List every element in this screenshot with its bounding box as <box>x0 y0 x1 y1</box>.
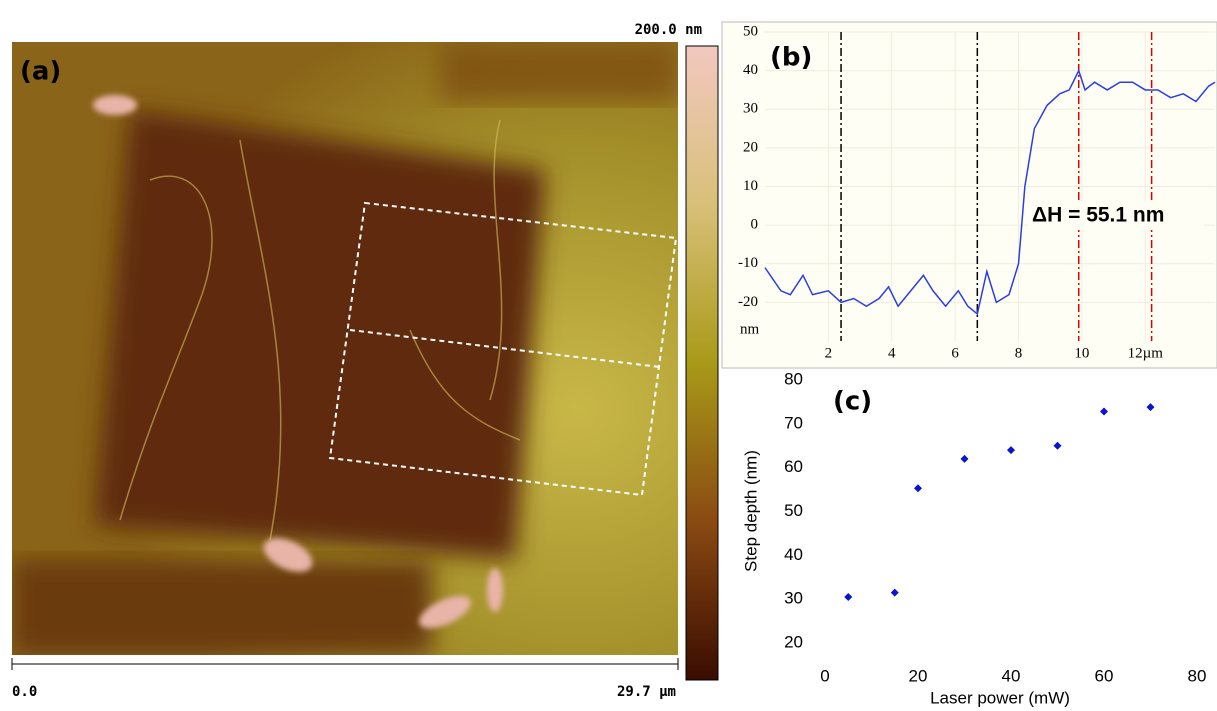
scale-end-label: 29.7 µm <box>617 684 676 700</box>
y-tick-label: 20 <box>784 632 803 651</box>
point <box>890 588 899 597</box>
panel-b-frame <box>721 21 1217 369</box>
y-tick-label: -20 <box>738 294 758 310</box>
y-tick-label: 30 <box>743 101 758 117</box>
x-tick-label: 40 <box>1002 666 1021 685</box>
panel-label: (b) <box>770 43 812 73</box>
x-tick-label: 0 <box>820 666 829 685</box>
scale-bar <box>11 658 679 670</box>
x-tick-label: 10 <box>1074 345 1089 361</box>
point <box>1053 441 1062 450</box>
scale-start-label: 0.0 <box>12 684 37 700</box>
y-tick-label: 40 <box>743 62 758 78</box>
profile-line <box>764 68 1216 316</box>
panel-label: (a) <box>20 57 61 87</box>
point <box>914 484 922 493</box>
y-tick-label: 50 <box>743 23 758 39</box>
y-tick-label: -10 <box>738 255 758 271</box>
x-tick-label: 60 <box>1095 666 1114 685</box>
y-tick-label: 50 <box>784 501 803 520</box>
x-tick-label: 4 <box>888 345 896 361</box>
y-tick-label: 70 <box>784 413 803 432</box>
x-tick-label: 8 <box>1015 345 1023 361</box>
y-tick-label: 20 <box>743 139 758 155</box>
colorbar <box>685 45 719 681</box>
panel-label: (c) <box>833 387 872 417</box>
y-axis-label: Step depth (nm) <box>741 450 760 572</box>
point <box>960 454 969 463</box>
point <box>844 592 853 601</box>
colorbar-max-label: 200.0 nm <box>635 22 702 38</box>
y-tick-label: 30 <box>784 589 803 608</box>
annotation: ΔH = 55.1 nm <box>1032 204 1164 227</box>
x-tick-label: 20 <box>909 666 928 685</box>
point <box>1100 407 1108 416</box>
y-unit-label: nm <box>740 321 760 337</box>
x-tick-label: 80 <box>1188 666 1207 685</box>
y-tick-label: 0 <box>751 217 759 233</box>
y-tick-label: 40 <box>784 545 803 564</box>
x-axis-label: Laser power (mW) <box>930 688 1070 707</box>
x-tick-label: 6 <box>951 345 959 361</box>
point <box>1146 403 1155 412</box>
y-tick-label: 10 <box>743 178 758 194</box>
afm-image <box>12 42 678 655</box>
point <box>1007 446 1015 455</box>
y-tick-label: 80 <box>784 369 803 388</box>
y-tick-label: 60 <box>784 457 803 476</box>
x-tick-label: 12µm <box>1128 345 1164 361</box>
x-tick-label: 2 <box>825 345 833 361</box>
annotation-bg <box>1028 202 1204 230</box>
